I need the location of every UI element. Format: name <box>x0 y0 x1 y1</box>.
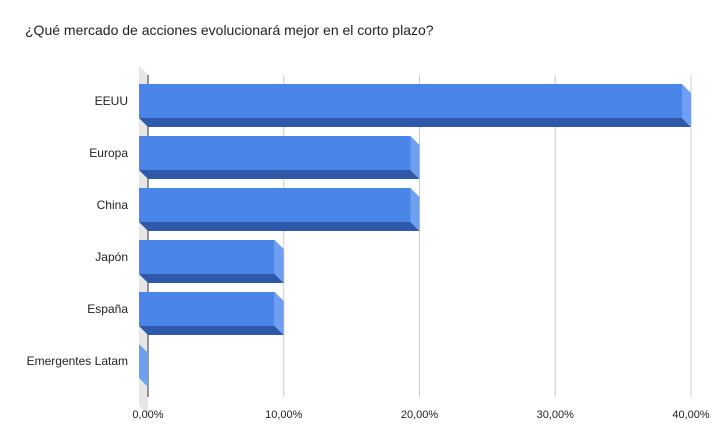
grid-lines <box>147 75 692 397</box>
category-label: China <box>97 198 129 212</box>
bar-front <box>139 136 411 170</box>
x-tick-label: 30,00% <box>537 409 575 421</box>
category-label: Emergentes Latam <box>27 354 128 368</box>
bar-front <box>139 240 275 274</box>
bar <box>139 292 284 335</box>
bar-side <box>410 136 420 179</box>
bar-side <box>410 188 420 231</box>
bar-side <box>274 240 284 283</box>
x-tick-label: 20,00% <box>401 409 439 421</box>
category-label: España <box>87 302 128 316</box>
bar <box>139 344 148 387</box>
category-labels: EEUU Europa China Japón España Emergentes Lat… <box>27 94 129 368</box>
bar-front <box>139 84 682 118</box>
bar-front <box>139 292 275 326</box>
x-tick-label: 0,00% <box>132 409 163 421</box>
bar-side <box>139 344 148 387</box>
bar <box>139 136 420 179</box>
bar <box>139 240 284 283</box>
bar-bottom <box>139 222 420 231</box>
category-label: Japón <box>95 250 128 264</box>
chart-title: ¿Qué mercado de acciones evolucionará me… <box>25 22 434 38</box>
bar-bottom <box>139 274 284 283</box>
category-label: EEUU <box>95 94 128 108</box>
category-label: Europa <box>89 146 128 160</box>
x-tick-label: 40,00% <box>672 409 710 421</box>
bar-bottom <box>139 326 284 335</box>
bar-bottom <box>139 170 420 179</box>
x-tick-labels: 0,00% 10,00% 20,00% 30,00% 40,00% <box>132 409 709 421</box>
bar <box>139 188 420 231</box>
bar-side <box>274 292 284 335</box>
bar-front <box>139 188 411 222</box>
bars <box>139 84 691 387</box>
bar-bottom <box>139 118 691 127</box>
bar <box>139 84 691 127</box>
x-tick-label: 10,00% <box>265 409 303 421</box>
bar-side <box>682 84 691 127</box>
